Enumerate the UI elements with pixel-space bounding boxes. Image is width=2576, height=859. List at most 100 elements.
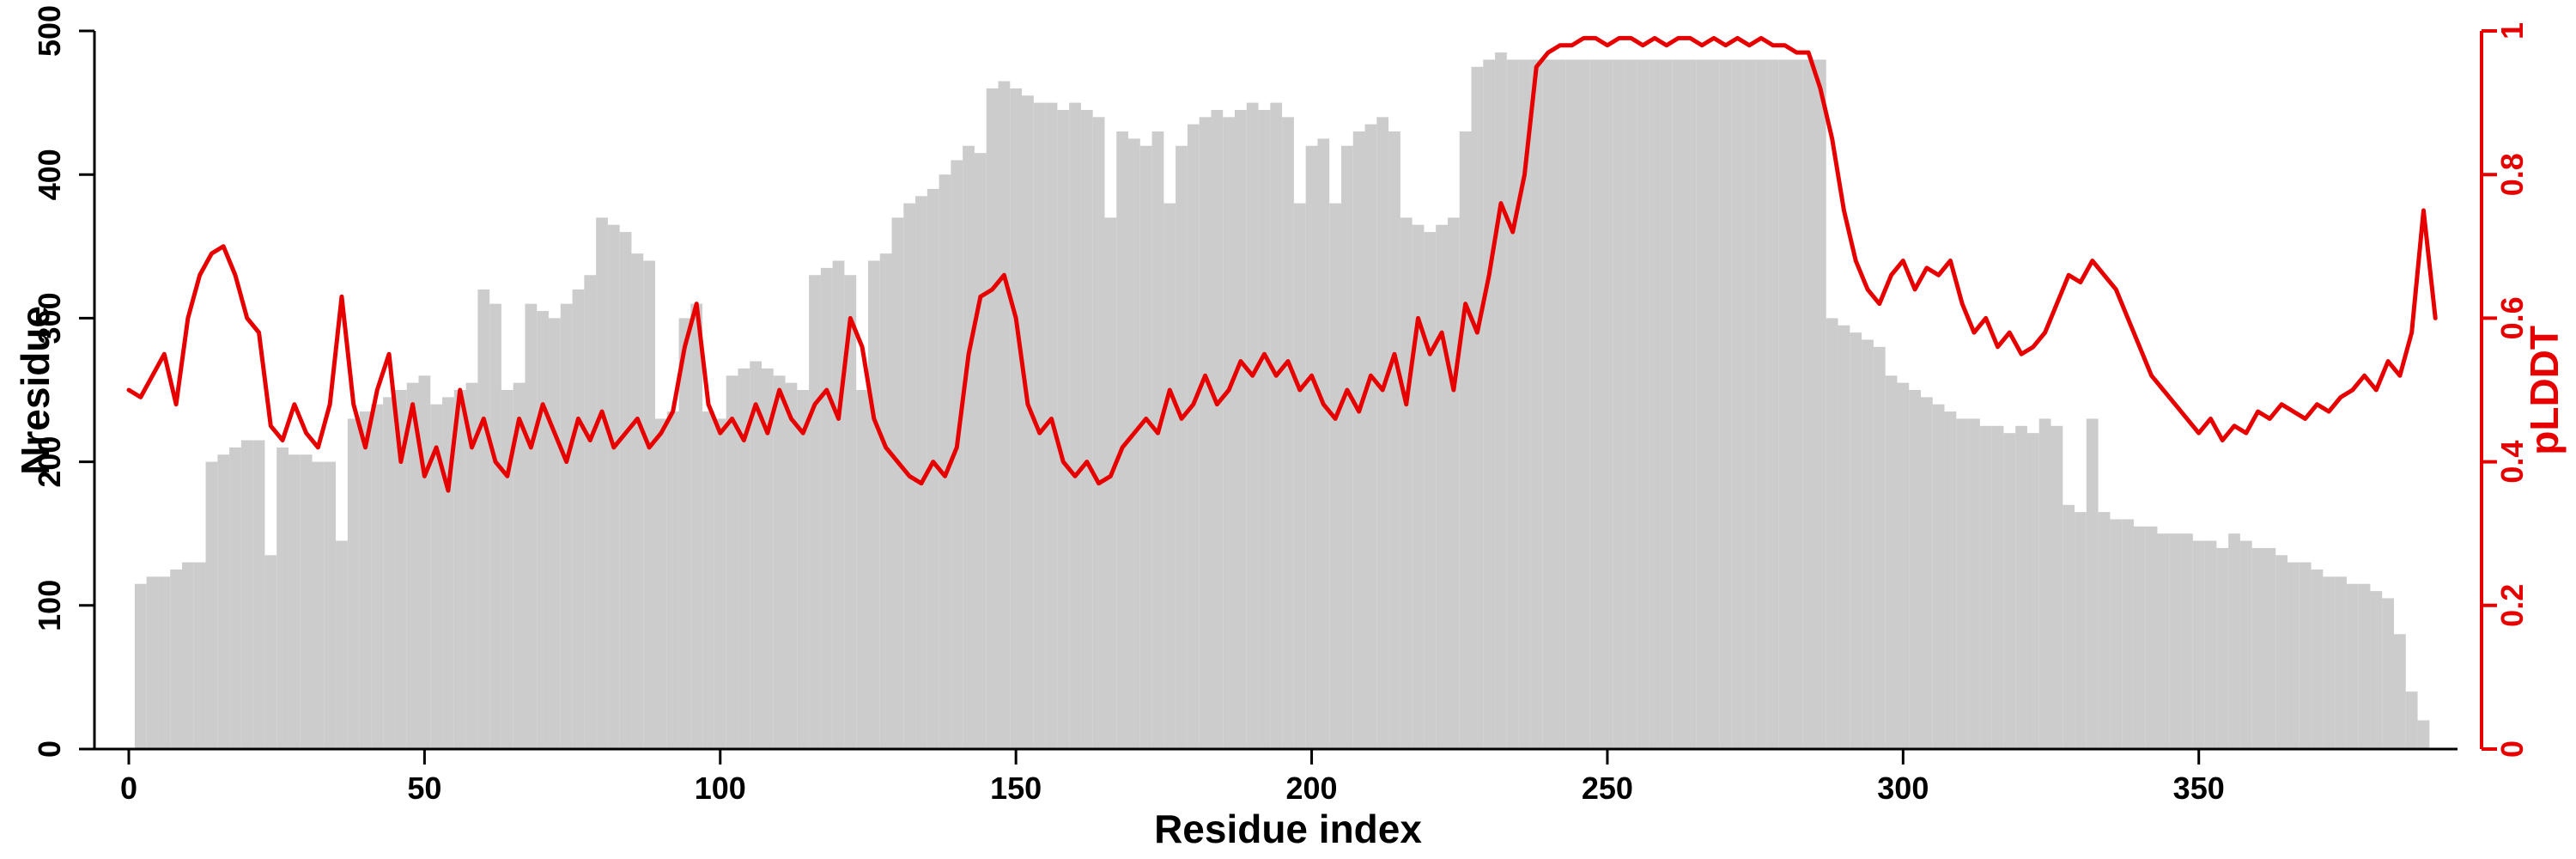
nresidue-bar — [1731, 59, 1744, 749]
nresidue-bar — [193, 562, 206, 749]
nresidue-bar — [1139, 145, 1152, 749]
nresidue-bar — [879, 253, 892, 749]
right-tick-label: 0.6 — [2494, 296, 2530, 339]
nresidue-bar — [2003, 433, 2016, 749]
nresidue-bar — [477, 289, 490, 750]
plddt-line — [126, 35, 2438, 493]
nresidue-bar — [797, 390, 810, 749]
nresidue-bar — [1199, 117, 1212, 749]
nresidue-bar — [2192, 540, 2205, 749]
nresidue-bar — [1447, 217, 1460, 750]
nresidue-bar — [1235, 109, 1247, 749]
nresidue-bar — [2026, 433, 2039, 749]
nresidue-bar — [2335, 576, 2347, 749]
nresidue-bar — [2075, 512, 2087, 749]
nresidue-bar — [750, 361, 762, 749]
nresidue-bar — [430, 404, 443, 749]
nresidue-bar — [1459, 131, 1472, 750]
nresidue-bar — [678, 318, 691, 749]
nresidue-bar — [1270, 102, 1283, 750]
nresidue-bar — [1223, 117, 1236, 749]
x-tick-label: 0 — [120, 771, 137, 806]
nresidue-bar — [666, 411, 679, 749]
nresidue-bar — [809, 275, 821, 749]
nresidue-bar — [1293, 203, 1306, 749]
nresidue-bar — [619, 232, 632, 750]
x-tick-label: 100 — [695, 771, 746, 806]
nresidue-bar — [1352, 131, 1365, 750]
nresidue-bar — [1778, 59, 1791, 749]
nresidue-bar — [1672, 59, 1685, 749]
nresidue-bar — [1376, 117, 1389, 749]
nresidue-bar — [1897, 382, 1910, 749]
nresidue-bar — [867, 260, 880, 749]
nresidue-bar — [2216, 547, 2229, 749]
nresidue-bar — [359, 411, 372, 749]
left-tick-label: 300 — [32, 292, 67, 344]
nresidue-bar — [1766, 59, 1779, 749]
nresidue-bar — [1151, 131, 1164, 750]
nresidue-bar — [300, 454, 313, 749]
nresidue-bar — [2122, 519, 2134, 749]
nresidue-bar — [1340, 145, 1353, 749]
nresidue-bar — [1329, 203, 1341, 749]
nresidue-bar — [607, 224, 620, 750]
nresidue-bar — [1080, 109, 1093, 749]
nresidue-bar — [1542, 59, 1554, 749]
nresidue-bar — [288, 454, 301, 749]
nresidue-bar — [252, 440, 265, 749]
right-tick-label: 1 — [2494, 22, 2530, 40]
nresidue-bar — [655, 418, 667, 749]
nresidue-bar — [2063, 504, 2075, 749]
nresidue-bar — [312, 461, 325, 749]
nresidue-bar — [974, 153, 987, 749]
nresidue-bar — [1412, 224, 1425, 750]
nresidue-bar — [2394, 634, 2406, 749]
nresidue-bar — [1506, 59, 1519, 749]
nresidue-bar — [205, 461, 218, 749]
nresidue-bar — [2015, 425, 2027, 749]
nresidue-bar — [2370, 591, 2383, 749]
nresidue-bar — [832, 260, 845, 749]
nresidue-bar — [2275, 555, 2288, 749]
nresidue-bar — [1885, 375, 1898, 749]
nresidue-bar — [2145, 526, 2158, 749]
nresidue-bar — [1577, 59, 1590, 749]
nresidue-bar — [773, 375, 786, 749]
nresidue-bar — [2098, 512, 2111, 749]
nresidue-bar — [1909, 390, 1921, 749]
nresidue-bar — [2086, 418, 2099, 749]
nresidue-bar — [560, 303, 573, 749]
nresidue-bar — [1022, 95, 1034, 750]
nresidue-bar — [1317, 138, 1330, 749]
right-axis-title-text: pLDDT — [2522, 325, 2567, 455]
x-tick-label: 250 — [1582, 771, 1633, 806]
nresidue-bar — [2204, 540, 2217, 749]
nresidue-bar — [1660, 59, 1673, 749]
nresidue-bar — [726, 375, 738, 749]
nresidue-bar — [1388, 131, 1400, 750]
x-tick-label: 50 — [407, 771, 441, 806]
nresidue-bar — [2287, 562, 2300, 749]
left-tick-label: 500 — [32, 5, 67, 57]
nresidue-bar — [1862, 339, 1874, 749]
nresidue-bar — [844, 275, 857, 749]
nresidue-bar — [963, 145, 975, 749]
nresidue-bar — [986, 88, 999, 749]
nresidue-bar — [1637, 59, 1649, 749]
nresidue-bar — [2157, 533, 2170, 749]
right-tick-label: 0 — [2494, 740, 2530, 758]
nresidue-bar — [1282, 117, 1294, 749]
nresidue-bar — [1696, 59, 1709, 749]
nresidue-bar — [1625, 59, 1637, 749]
nresidue-bar — [1755, 59, 1767, 749]
nresidue-bar — [1364, 124, 1377, 749]
nresidue-bar — [1495, 52, 1507, 749]
nresidue-bar — [1163, 203, 1176, 749]
nresidue-bar — [1069, 102, 1081, 750]
nresidue-bar — [631, 253, 644, 749]
nresidue-bar — [1944, 411, 1957, 749]
nresidue-bar — [525, 303, 538, 749]
nresidue-bar — [1057, 109, 1070, 749]
